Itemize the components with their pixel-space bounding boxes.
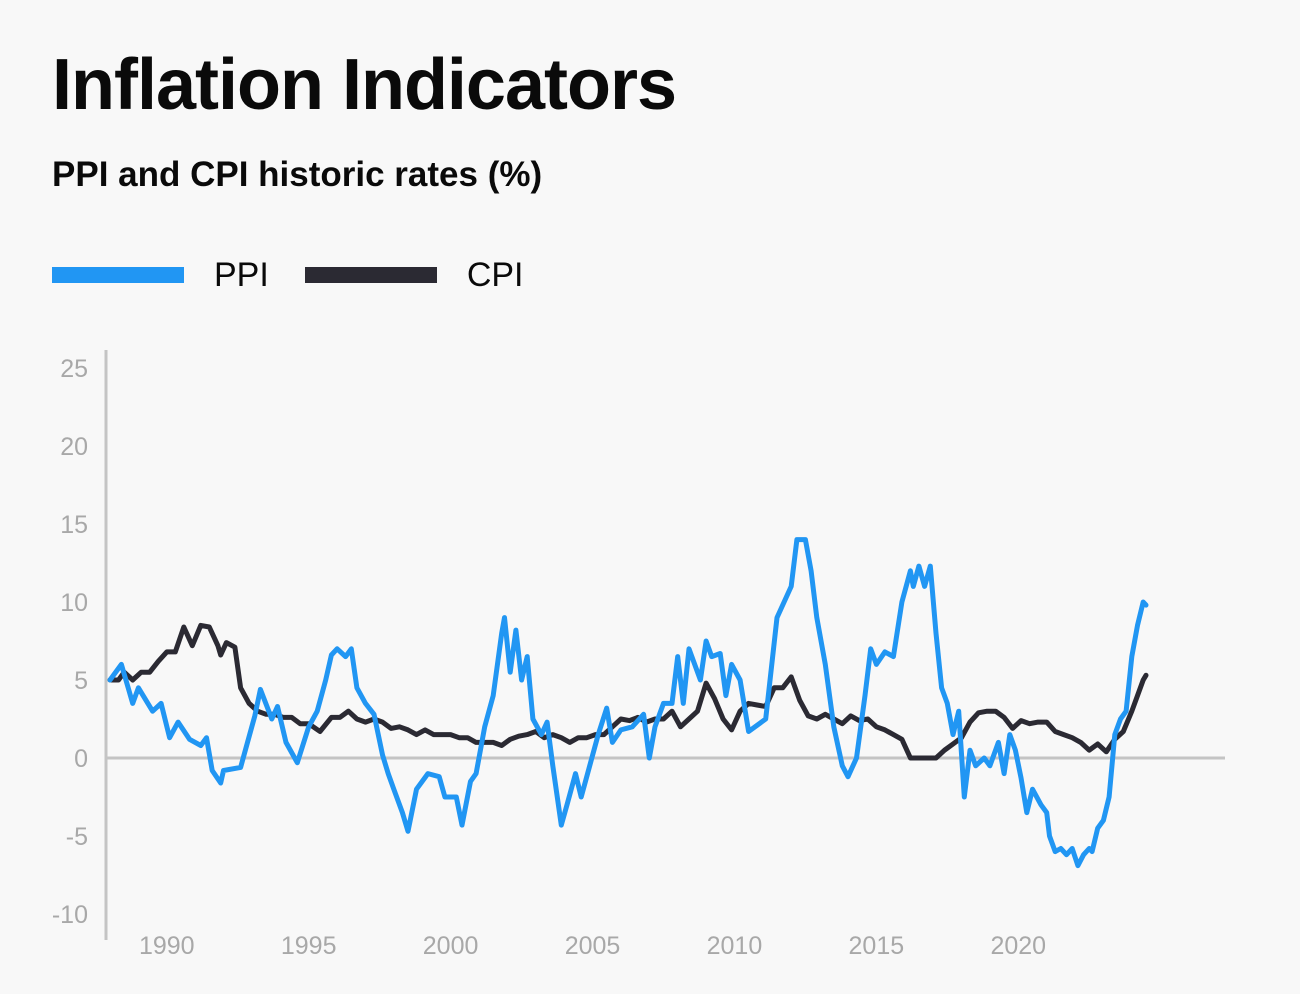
x-tick-label: 2000 bbox=[423, 932, 479, 960]
x-tick-label: 2020 bbox=[990, 932, 1046, 960]
y-tick-label: 5 bbox=[74, 667, 88, 695]
series-line-cpi bbox=[107, 622, 1149, 761]
y-tick-label: 25 bbox=[60, 355, 88, 383]
x-tick-label: 1990 bbox=[139, 932, 195, 960]
x-tick-label: 2015 bbox=[849, 932, 905, 960]
legend-label-cpi: CPI bbox=[466, 255, 524, 294]
y-tick-label: 10 bbox=[60, 589, 88, 617]
y-tick-label: 20 bbox=[60, 433, 88, 461]
y-tick-label: -5 bbox=[66, 823, 88, 851]
legend-swatch-ppi bbox=[52, 267, 184, 283]
legend-label-ppi: PPI bbox=[214, 255, 269, 294]
legend-item-cpi: CPI bbox=[304, 255, 524, 295]
chart-title: Inflation Indicators bbox=[52, 45, 677, 125]
legend-item-ppi: PPI bbox=[52, 256, 269, 295]
y-tick-label: 0 bbox=[74, 745, 88, 773]
y-tick-label: -10 bbox=[52, 901, 88, 929]
series-line-ppi bbox=[107, 537, 1149, 869]
legend: PPI CPI bbox=[52, 250, 560, 300]
legend-swatch-cpi bbox=[304, 267, 437, 283]
y-tick-label: 15 bbox=[60, 511, 88, 539]
x-tick-label: 1995 bbox=[281, 932, 337, 960]
x-tick-label: 2010 bbox=[707, 932, 763, 960]
x-tick-label: 2005 bbox=[565, 932, 621, 960]
chart-subtitle: PPI and CPI historic rates (%) bbox=[52, 155, 543, 194]
